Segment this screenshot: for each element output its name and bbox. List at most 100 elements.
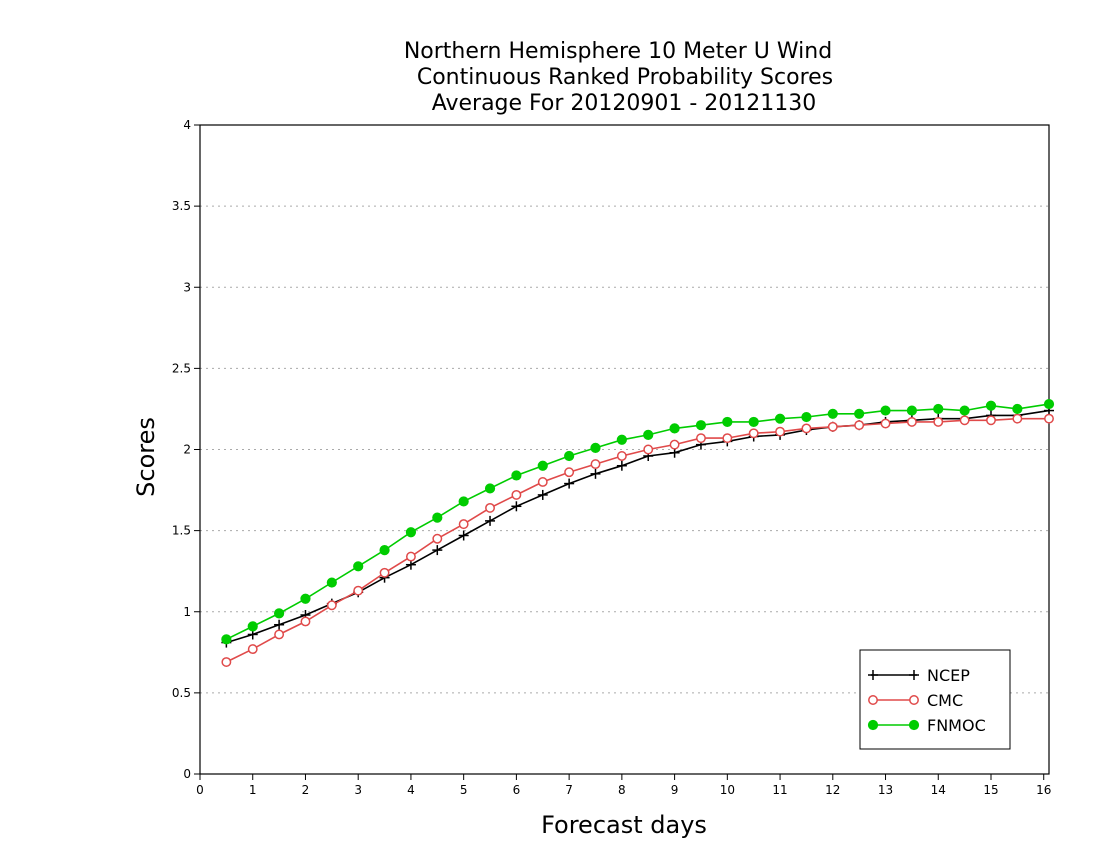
x-axis-label: Forecast days [541,811,707,839]
data-point [458,530,469,541]
legend-label: FNMOC [927,716,986,735]
series-layer [221,398,1055,667]
data-point [616,460,627,471]
data-point [748,428,759,439]
data-point [801,423,812,434]
legend-entry-ncep: NCEP [868,666,970,685]
data-point [485,515,496,526]
data-point [959,405,970,416]
y-tick-label: 0.5 [172,686,191,700]
y-tick-label: 2 [183,443,191,457]
x-tick-label: 8 [618,783,626,797]
data-point [326,577,337,588]
data-point [485,502,495,513]
y-tick-label: 0 [183,767,191,781]
x-tick-label: 16 [1036,783,1051,797]
legend-marker-right [909,695,919,705]
grid [200,205,1049,694]
title-line-3: Average For 20120901 - 20121130 [432,91,817,116]
data-point [722,433,733,444]
y-tick-label: 4 [183,118,191,132]
data-point [669,423,680,434]
data-point [827,408,838,419]
x-tick-label: 12 [825,783,840,797]
data-point [643,444,654,455]
series-line [226,409,1050,644]
data-point [537,489,548,500]
y-tick-label: 1.5 [172,524,191,538]
data-point [537,477,548,487]
legend-marker-left [867,719,879,731]
series-fnmoc [221,398,1055,645]
data-point [906,416,917,427]
data-point [696,433,706,444]
data-point [247,621,258,632]
data-point [273,608,285,619]
data-point [748,416,759,428]
data-point [1012,403,1023,415]
x-tick-label: 4 [407,783,415,797]
data-point [880,418,891,429]
data-point [405,527,417,538]
data-point [827,421,838,432]
data-point [774,413,786,424]
y-tick-label: 2.5 [172,361,191,375]
legend: NCEP CMC FNMOC [859,649,1011,750]
data-point [484,483,496,494]
data-point [511,489,522,500]
x-tick-label: 9 [671,783,679,797]
x-tick-label: 13 [878,783,893,797]
data-point [458,496,469,507]
legend-marker-right [909,670,919,680]
data-point [854,408,865,419]
y-tick-label: 3 [183,280,191,294]
legend-marker-left [868,695,878,705]
data-point [405,551,416,562]
data-point [511,470,522,481]
data-point [221,657,232,667]
data-point [590,442,601,453]
data-point [616,434,627,445]
y-axis-label: Scores [132,417,160,497]
data-point [300,616,311,627]
data-point [590,468,601,479]
legend-label: CMC [927,691,963,710]
data-point [933,416,944,427]
data-point [247,644,258,655]
series-ncep [221,405,1054,648]
data-point [1043,398,1055,410]
x-tick-label: 1 [249,783,257,797]
data-point [616,451,627,461]
data-point [458,519,469,530]
x-tick-label: 11 [772,783,787,797]
data-point [221,634,232,645]
data-point [300,593,311,604]
data-point [880,405,891,416]
x-tick-label: 6 [513,783,521,797]
data-point [537,460,548,471]
data-point [959,415,970,426]
data-point [353,585,364,596]
data-point [432,545,443,556]
chart-title: Northern Hemisphere 10 Meter U Wind Cont… [404,39,833,116]
data-point [379,544,390,556]
data-point [379,567,390,578]
data-point [1012,413,1023,424]
data-point [986,415,996,426]
title-line-2: Continuous Ranked Probability Scores [417,65,833,90]
data-point [511,501,522,512]
y-tick-label: 1 [183,605,191,619]
x-tick-label: 5 [460,783,468,797]
data-point [933,403,944,415]
data-point [353,561,364,572]
legend-marker-left [868,670,878,680]
data-point [274,629,285,640]
data-point [274,619,285,630]
y-tick-label: 3.5 [172,199,191,213]
data-point [564,450,575,462]
data-point [906,405,917,416]
data-point [854,420,865,431]
x-tick-label: 2 [302,783,310,797]
data-point [775,426,786,437]
